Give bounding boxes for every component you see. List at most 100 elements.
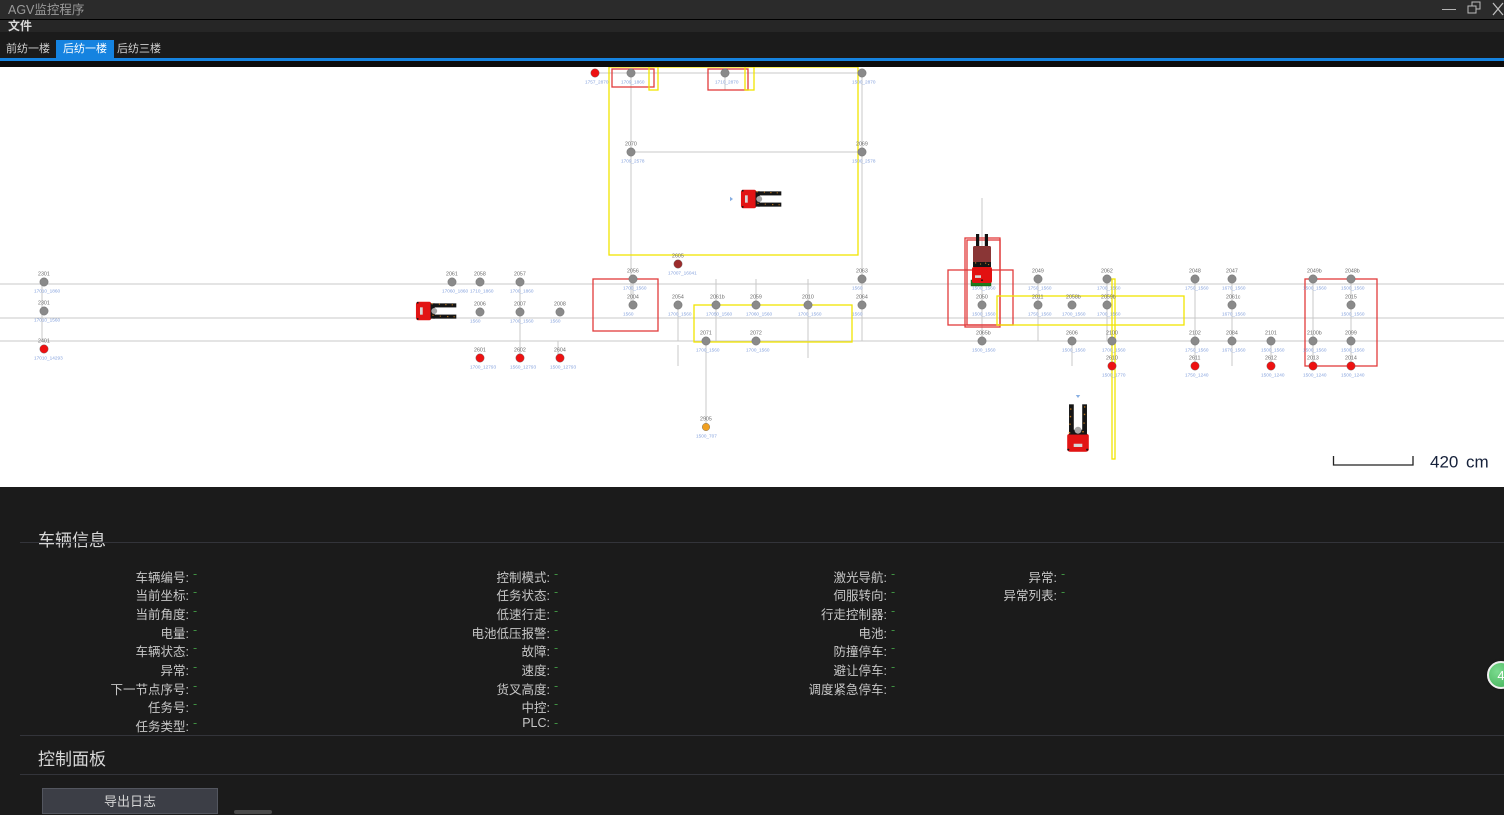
svg-text:17060_1560: 17060_1560 xyxy=(746,312,772,317)
svg-text:1560: 1560 xyxy=(852,286,863,291)
svg-text:2102: 2102 xyxy=(1189,331,1201,337)
svg-text:1500_1240: 1500_1240 xyxy=(1303,373,1327,378)
svg-text:2059b: 2059b xyxy=(1101,295,1116,301)
svg-text:1700_1860: 1700_1860 xyxy=(510,289,534,294)
svg-text:1500_2870: 1500_2870 xyxy=(852,80,876,85)
svg-text:1500_12793: 1500_12793 xyxy=(550,365,576,370)
svg-text:—: — xyxy=(1442,0,1456,16)
svg-text:2072: 2072 xyxy=(750,331,762,337)
svg-text:1500_1770: 1500_1770 xyxy=(1102,373,1126,378)
svg-text:2084: 2084 xyxy=(1226,331,1238,337)
svg-text:2008: 2008 xyxy=(554,302,566,308)
svg-text:1500_1560: 1500_1560 xyxy=(1303,286,1327,291)
svg-text:17010_14293: 17010_14293 xyxy=(34,356,63,361)
svg-text:2069: 2069 xyxy=(856,142,868,148)
svg-text:2605: 2605 xyxy=(672,254,684,260)
svg-text:2100: 2100 xyxy=(1106,331,1118,337)
svg-text:1670_1560: 1670_1560 xyxy=(1222,286,1246,291)
svg-text:1750_1560: 1750_1560 xyxy=(1028,312,1052,317)
svg-text:1670_1560: 1670_1560 xyxy=(1222,348,1246,353)
svg-text:1560: 1560 xyxy=(550,319,561,324)
svg-text:1500_1560: 1500_1560 xyxy=(1341,348,1365,353)
svg-text:2011: 2011 xyxy=(1032,295,1043,301)
svg-text:1500_1560: 1500_1560 xyxy=(972,348,996,353)
svg-text:2054: 2054 xyxy=(672,295,684,301)
svg-text:2049b: 2049b xyxy=(1307,269,1322,275)
svg-text:17050_1560: 17050_1560 xyxy=(706,312,732,317)
svg-text:2057: 2057 xyxy=(514,272,526,278)
svg-text:2064: 2064 xyxy=(856,295,868,301)
svg-text:2071: 2071 xyxy=(700,331,712,337)
svg-text:1710_2870: 1710_2870 xyxy=(715,80,739,85)
svg-text:2050: 2050 xyxy=(976,295,988,301)
svg-text:1709_2578: 1709_2578 xyxy=(621,159,645,164)
svg-text:17010_1560: 17010_1560 xyxy=(34,318,60,323)
svg-text:1670_1560: 1670_1560 xyxy=(1222,312,1246,317)
svg-text:1750_1240: 1750_1240 xyxy=(1185,373,1209,378)
svg-text:1700_1560: 1700_1560 xyxy=(798,312,822,317)
svg-text:2010: 2010 xyxy=(802,295,814,301)
svg-text:1700_1560: 1700_1560 xyxy=(1102,348,1126,353)
svg-text:2601: 2601 xyxy=(474,348,486,354)
svg-text:2049: 2049 xyxy=(1032,269,1044,275)
svg-text:2065b: 2065b xyxy=(976,331,991,337)
svg-text:2015: 2015 xyxy=(1345,295,1357,301)
svg-text:1500_1560: 1500_1560 xyxy=(1062,348,1086,353)
svg-text:1750_1560: 1750_1560 xyxy=(1185,286,1209,291)
svg-text:2301: 2301 xyxy=(38,301,50,307)
svg-text:17060_1860: 17060_1860 xyxy=(442,289,468,294)
svg-text:2301: 2301 xyxy=(625,67,637,69)
svg-text:2058: 2058 xyxy=(474,272,486,278)
svg-text:2004: 2004 xyxy=(627,295,639,301)
svg-text:2602: 2602 xyxy=(514,348,526,354)
svg-text:17010_1860: 17010_1860 xyxy=(34,289,60,294)
svg-text:2099: 2099 xyxy=(1345,331,1357,337)
svg-text:2611: 2611 xyxy=(1189,356,1200,362)
svg-text:1500_1560: 1500_1560 xyxy=(972,312,996,317)
svg-text:1560: 1560 xyxy=(623,312,634,317)
svg-text:1750_1560: 1750_1560 xyxy=(1028,286,1052,291)
svg-text:1500_1560: 1500_1560 xyxy=(1341,286,1365,291)
svg-text:1700_1560: 1700_1560 xyxy=(1062,312,1086,317)
svg-text:2006: 2006 xyxy=(474,302,486,308)
svg-text:2061b: 2061b xyxy=(710,295,725,301)
svg-text:1700_1560: 1700_1560 xyxy=(668,312,692,317)
svg-text:2301: 2301 xyxy=(38,272,50,278)
svg-text:2007: 2007 xyxy=(514,302,526,308)
svg-text:420: 420 xyxy=(1430,453,1458,472)
svg-text:2062: 2062 xyxy=(1101,269,1113,275)
svg-text:1500_1560: 1500_1560 xyxy=(972,286,996,291)
svg-text:2056: 2056 xyxy=(627,269,639,275)
svg-text:2060: 2060 xyxy=(589,67,601,69)
svg-text:2048b: 2048b xyxy=(1345,269,1360,275)
svg-text:1500_1240: 1500_1240 xyxy=(1341,373,1365,378)
svg-text:1500_2578: 1500_2578 xyxy=(852,159,876,164)
svg-text:17007_16041: 17007_16041 xyxy=(668,271,697,276)
svg-text:cm: cm xyxy=(1466,453,1489,472)
svg-text:2401: 2401 xyxy=(38,339,50,345)
svg-text:2101: 2101 xyxy=(1265,331,1277,337)
svg-text:2610: 2610 xyxy=(1106,356,1118,362)
svg-text:1500_1560: 1500_1560 xyxy=(1341,312,1365,317)
svg-text:1700_1560: 1700_1560 xyxy=(1097,312,1121,317)
svg-text:1500_1240: 1500_1240 xyxy=(1261,373,1285,378)
svg-text:1560: 1560 xyxy=(852,312,863,317)
svg-text:2014: 2014 xyxy=(1345,356,1357,362)
svg-text:2303: 2303 xyxy=(856,67,868,69)
svg-text:2061c: 2061c xyxy=(1226,295,1241,301)
svg-text:1700_1560: 1700_1560 xyxy=(510,319,534,324)
svg-text:1700_1560: 1700_1560 xyxy=(696,348,720,353)
svg-text:1709_1860: 1709_1860 xyxy=(621,80,645,85)
svg-text:1757_2870: 1757_2870 xyxy=(585,80,609,85)
svg-text:2059: 2059 xyxy=(750,295,762,301)
svg-text:1500_707: 1500_707 xyxy=(696,434,717,439)
svg-text:2606: 2606 xyxy=(1066,331,1078,337)
svg-text:2604: 2604 xyxy=(554,348,566,354)
svg-text:2048: 2048 xyxy=(1189,269,1201,275)
svg-text:1700_1560: 1700_1560 xyxy=(746,348,770,353)
svg-text:1560_12793: 1560_12793 xyxy=(510,365,536,370)
svg-text:2905: 2905 xyxy=(700,417,712,423)
svg-text:1560: 1560 xyxy=(470,319,481,324)
svg-text:2612: 2612 xyxy=(1265,356,1277,362)
svg-text:1500_1560: 1500_1560 xyxy=(1261,348,1285,353)
